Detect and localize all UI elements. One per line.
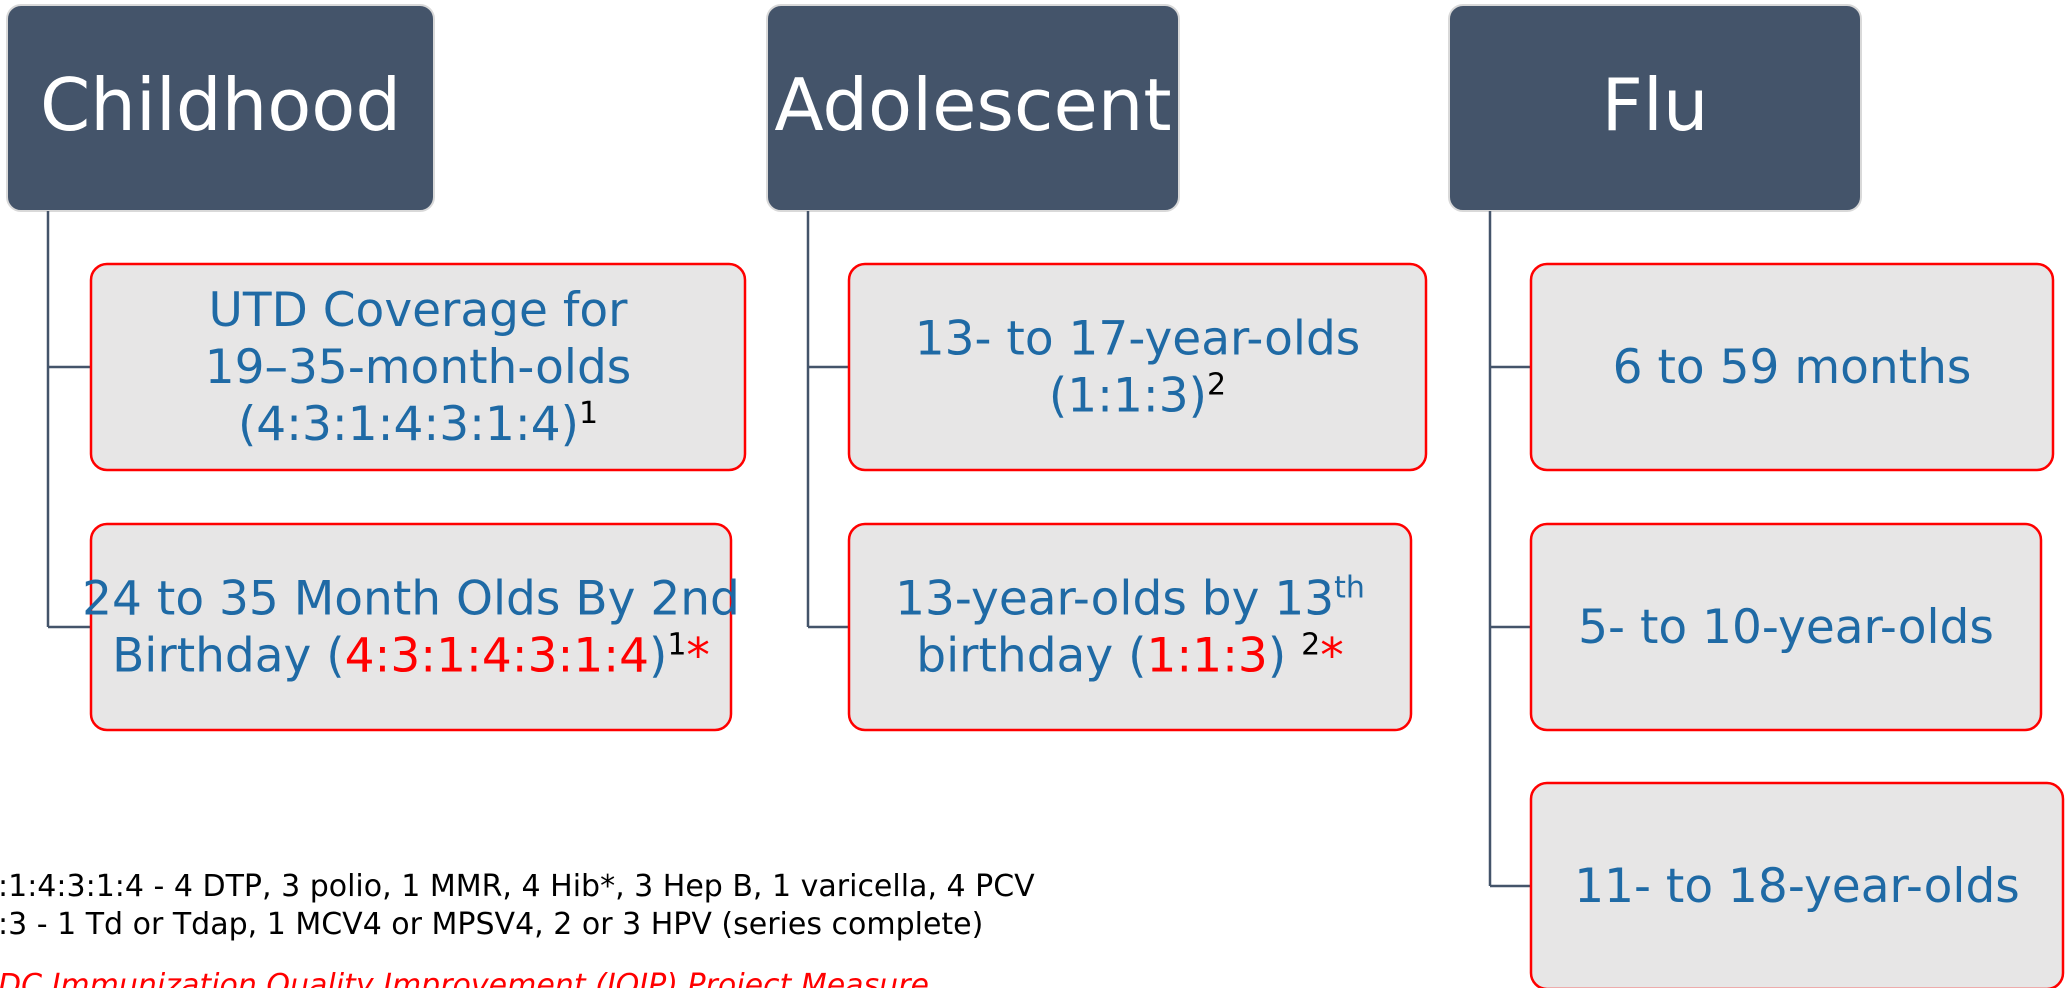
node-label: 13-year-olds by 13th xyxy=(895,570,1365,627)
label-part: 13- to 17-year-olds xyxy=(915,312,1361,367)
label-part: * xyxy=(686,629,710,684)
footnote: :3 - 1 Td or Tdap, 1 MCV4 or MPSV4, 2 or… xyxy=(0,907,983,942)
node-label: 6 to 59 months xyxy=(1613,340,1972,395)
superscript: 2 xyxy=(1301,627,1320,662)
superscript: 1 xyxy=(667,627,686,662)
header-box xyxy=(1448,4,1862,212)
label-part: 5- to 10-year-olds xyxy=(1578,600,1994,655)
header-box xyxy=(766,4,1180,212)
label-part: ) xyxy=(1268,629,1301,684)
superscript: 1 xyxy=(579,396,598,431)
superscript: th xyxy=(1334,570,1365,605)
label-part: UTD Coverage for xyxy=(209,283,629,338)
node-box xyxy=(847,522,1413,732)
label-part: 13-year-olds by 13 xyxy=(895,572,1334,627)
node-label: UTD Coverage for xyxy=(209,283,629,338)
superscript: 2 xyxy=(1207,367,1226,402)
node-box xyxy=(89,522,733,732)
header-label: Childhood xyxy=(40,63,401,147)
label-part: 24 to 35 Month Olds By 2nd xyxy=(82,572,740,627)
label-part: * xyxy=(1320,629,1344,684)
node-box xyxy=(847,262,1428,472)
label-part: 6 to 59 months xyxy=(1613,340,1972,395)
label-part: (1:1:3) xyxy=(1049,369,1207,424)
label-part: (4:3:1:4:3:1:4) xyxy=(238,397,579,452)
node-label: 11- to 18-year-olds xyxy=(1574,859,2020,914)
node-label: 19–35-month-olds xyxy=(205,340,632,395)
label-part: Birthday ( xyxy=(112,629,345,684)
label-part: 19–35-month-olds xyxy=(205,340,632,395)
node-box xyxy=(1529,262,2055,472)
label-part: 4:3:1:4:3:1:4 xyxy=(345,629,649,684)
node-label: Birthday (4:3:1:4:3:1:4)1* xyxy=(112,627,710,684)
node-box xyxy=(89,262,747,472)
label-part: ) xyxy=(649,629,667,684)
node-label: (1:1:3)2 xyxy=(1049,367,1226,424)
node-label: 24 to 35 Month Olds By 2nd xyxy=(82,572,740,627)
footnote: :1:4:3:1:4 - 4 DTP, 3 polio, 1 MMR, 4 Hi… xyxy=(0,869,1035,904)
label-part: 11- to 18-year-olds xyxy=(1574,859,2020,914)
node-label: 5- to 10-year-olds xyxy=(1578,600,1994,655)
node-label: 13- to 17-year-olds xyxy=(915,312,1361,367)
footnote: DC Immunization Quality Improvement (IQI… xyxy=(0,968,929,988)
header-box xyxy=(6,4,435,212)
header-label: Adolescent xyxy=(774,63,1171,147)
node-label: (4:3:1:4:3:1:4)1 xyxy=(238,396,598,453)
node-box xyxy=(1529,781,2065,988)
node-label: birthday (1:1:3) 2* xyxy=(916,627,1343,684)
label-part: birthday ( xyxy=(916,629,1146,684)
header-label: Flu xyxy=(1601,63,1708,147)
node-box xyxy=(1529,522,2043,732)
label-part: 1:1:3 xyxy=(1146,629,1267,684)
